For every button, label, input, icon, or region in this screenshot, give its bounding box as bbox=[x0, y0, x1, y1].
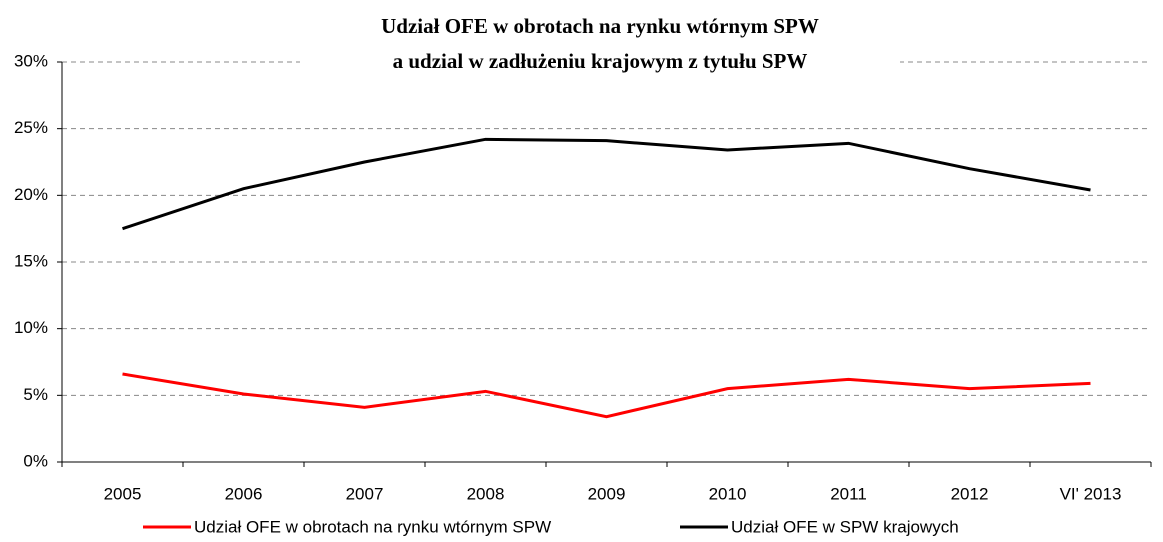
series-line bbox=[122, 372, 1091, 419]
y-tick-label: 15% bbox=[14, 251, 48, 270]
y-tick-label: 5% bbox=[23, 385, 48, 404]
y-tick-label: 20% bbox=[14, 185, 48, 204]
x-tick-label: 2012 bbox=[951, 484, 989, 503]
x-tick-label: 2011 bbox=[830, 484, 867, 503]
y-tick-label: 10% bbox=[14, 318, 48, 337]
legend-label: Udział OFE w SPW krajowych bbox=[731, 517, 959, 536]
y-tick-label: 0% bbox=[23, 451, 48, 470]
x-tick-label: 2005 bbox=[104, 484, 142, 503]
chart-title: a udzial w zadłużeniu krajowym z tytułu … bbox=[393, 49, 808, 73]
x-tick-label: 2008 bbox=[467, 484, 505, 503]
y-tick-label: 25% bbox=[14, 118, 48, 137]
y-tick-label: 30% bbox=[14, 51, 48, 70]
x-tick-label: 2007 bbox=[346, 484, 384, 503]
series-line bbox=[122, 137, 1091, 231]
chart-title: Udział OFE w obrotach na rynku wtórnym S… bbox=[381, 14, 819, 38]
x-tick-label: 2009 bbox=[588, 484, 626, 503]
x-tick-label: VI' 2013 bbox=[1060, 484, 1122, 503]
x-tick-label: 2010 bbox=[709, 484, 747, 503]
title-background bbox=[300, 10, 900, 80]
legend-label: Udział OFE w obrotach na rynku wtórnym S… bbox=[194, 517, 551, 536]
x-tick-label: 2006 bbox=[225, 484, 263, 503]
